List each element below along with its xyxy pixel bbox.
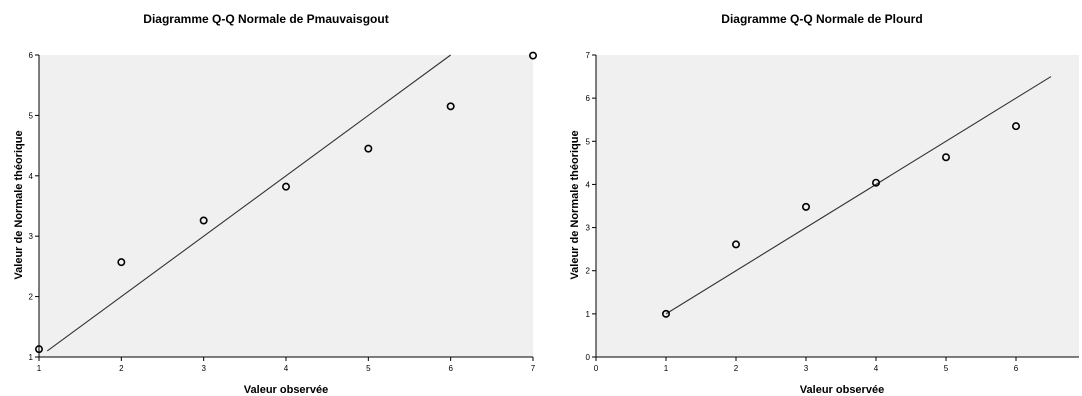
x-tick-label: 2 [119,364,124,373]
x-tick-label: 7 [531,364,536,373]
x-tick-label: 4 [284,364,289,373]
y-tick-label: 2 [586,267,591,276]
y-tick-label: 3 [29,232,34,241]
x-tick-label: 0 [594,364,599,373]
y-tick-label: 4 [586,180,591,189]
y-tick-label: 3 [586,224,591,233]
data-point [941,153,950,162]
x-axis-label: Valeur observée [800,384,884,396]
data-point [446,102,455,111]
y-tick-label: 6 [586,94,591,103]
data-point [801,202,810,211]
x-tick-label: 1 [37,364,42,373]
x-tick-label: 6 [1014,364,1019,373]
data-point [528,51,537,60]
data-point [364,144,373,153]
y-axis-label: Valeur de Normale théorique [13,130,25,279]
y-axis-label: Valeur de Normale théorique [569,130,581,279]
plot-area [39,55,533,357]
y-tick-label: 1 [586,310,591,319]
chart-title: Diagramme Q-Q Normale de Plourd [721,12,922,26]
data-point [199,216,208,225]
y-tick-label: 0 [586,353,591,362]
y-tick-label: 7 [586,51,591,60]
data-point [871,178,880,187]
y-tick-label: 5 [29,111,34,120]
data-point [731,240,740,249]
y-tick-label: 2 [29,293,34,302]
x-tick-label: 5 [366,364,371,373]
y-tick-label: 6 [29,51,34,60]
data-point [34,345,43,354]
qq-plot-plourd: Diagramme Q-Q Normale de Plourd Valeur o… [569,12,1079,396]
plot-area [596,55,1079,357]
y-tick-label: 1 [29,353,34,362]
x-tick-label: 6 [448,364,453,373]
chart-title: Diagramme Q-Q Normale de Pmauvaisgout [143,12,388,26]
qq-plot-pmauvaisgout: Diagramme Q-Q Normale de Pmauvaisgout Va… [13,12,537,396]
x-tick-label: 4 [874,364,879,373]
x-tick-label: 5 [944,364,949,373]
y-tick-label: 4 [29,172,34,181]
data-point [661,309,670,318]
y-tick-label: 5 [586,137,591,146]
data-point [117,258,126,267]
x-tick-label: 3 [804,364,809,373]
reference-line [46,54,451,352]
x-tick-label: 3 [201,364,206,373]
data-point [1011,122,1020,131]
x-tick-label: 1 [664,364,669,373]
x-tick-label: 2 [734,364,739,373]
reference-line [665,76,1052,315]
x-axis-label: Valeur observée [244,384,328,396]
data-point [281,182,290,191]
